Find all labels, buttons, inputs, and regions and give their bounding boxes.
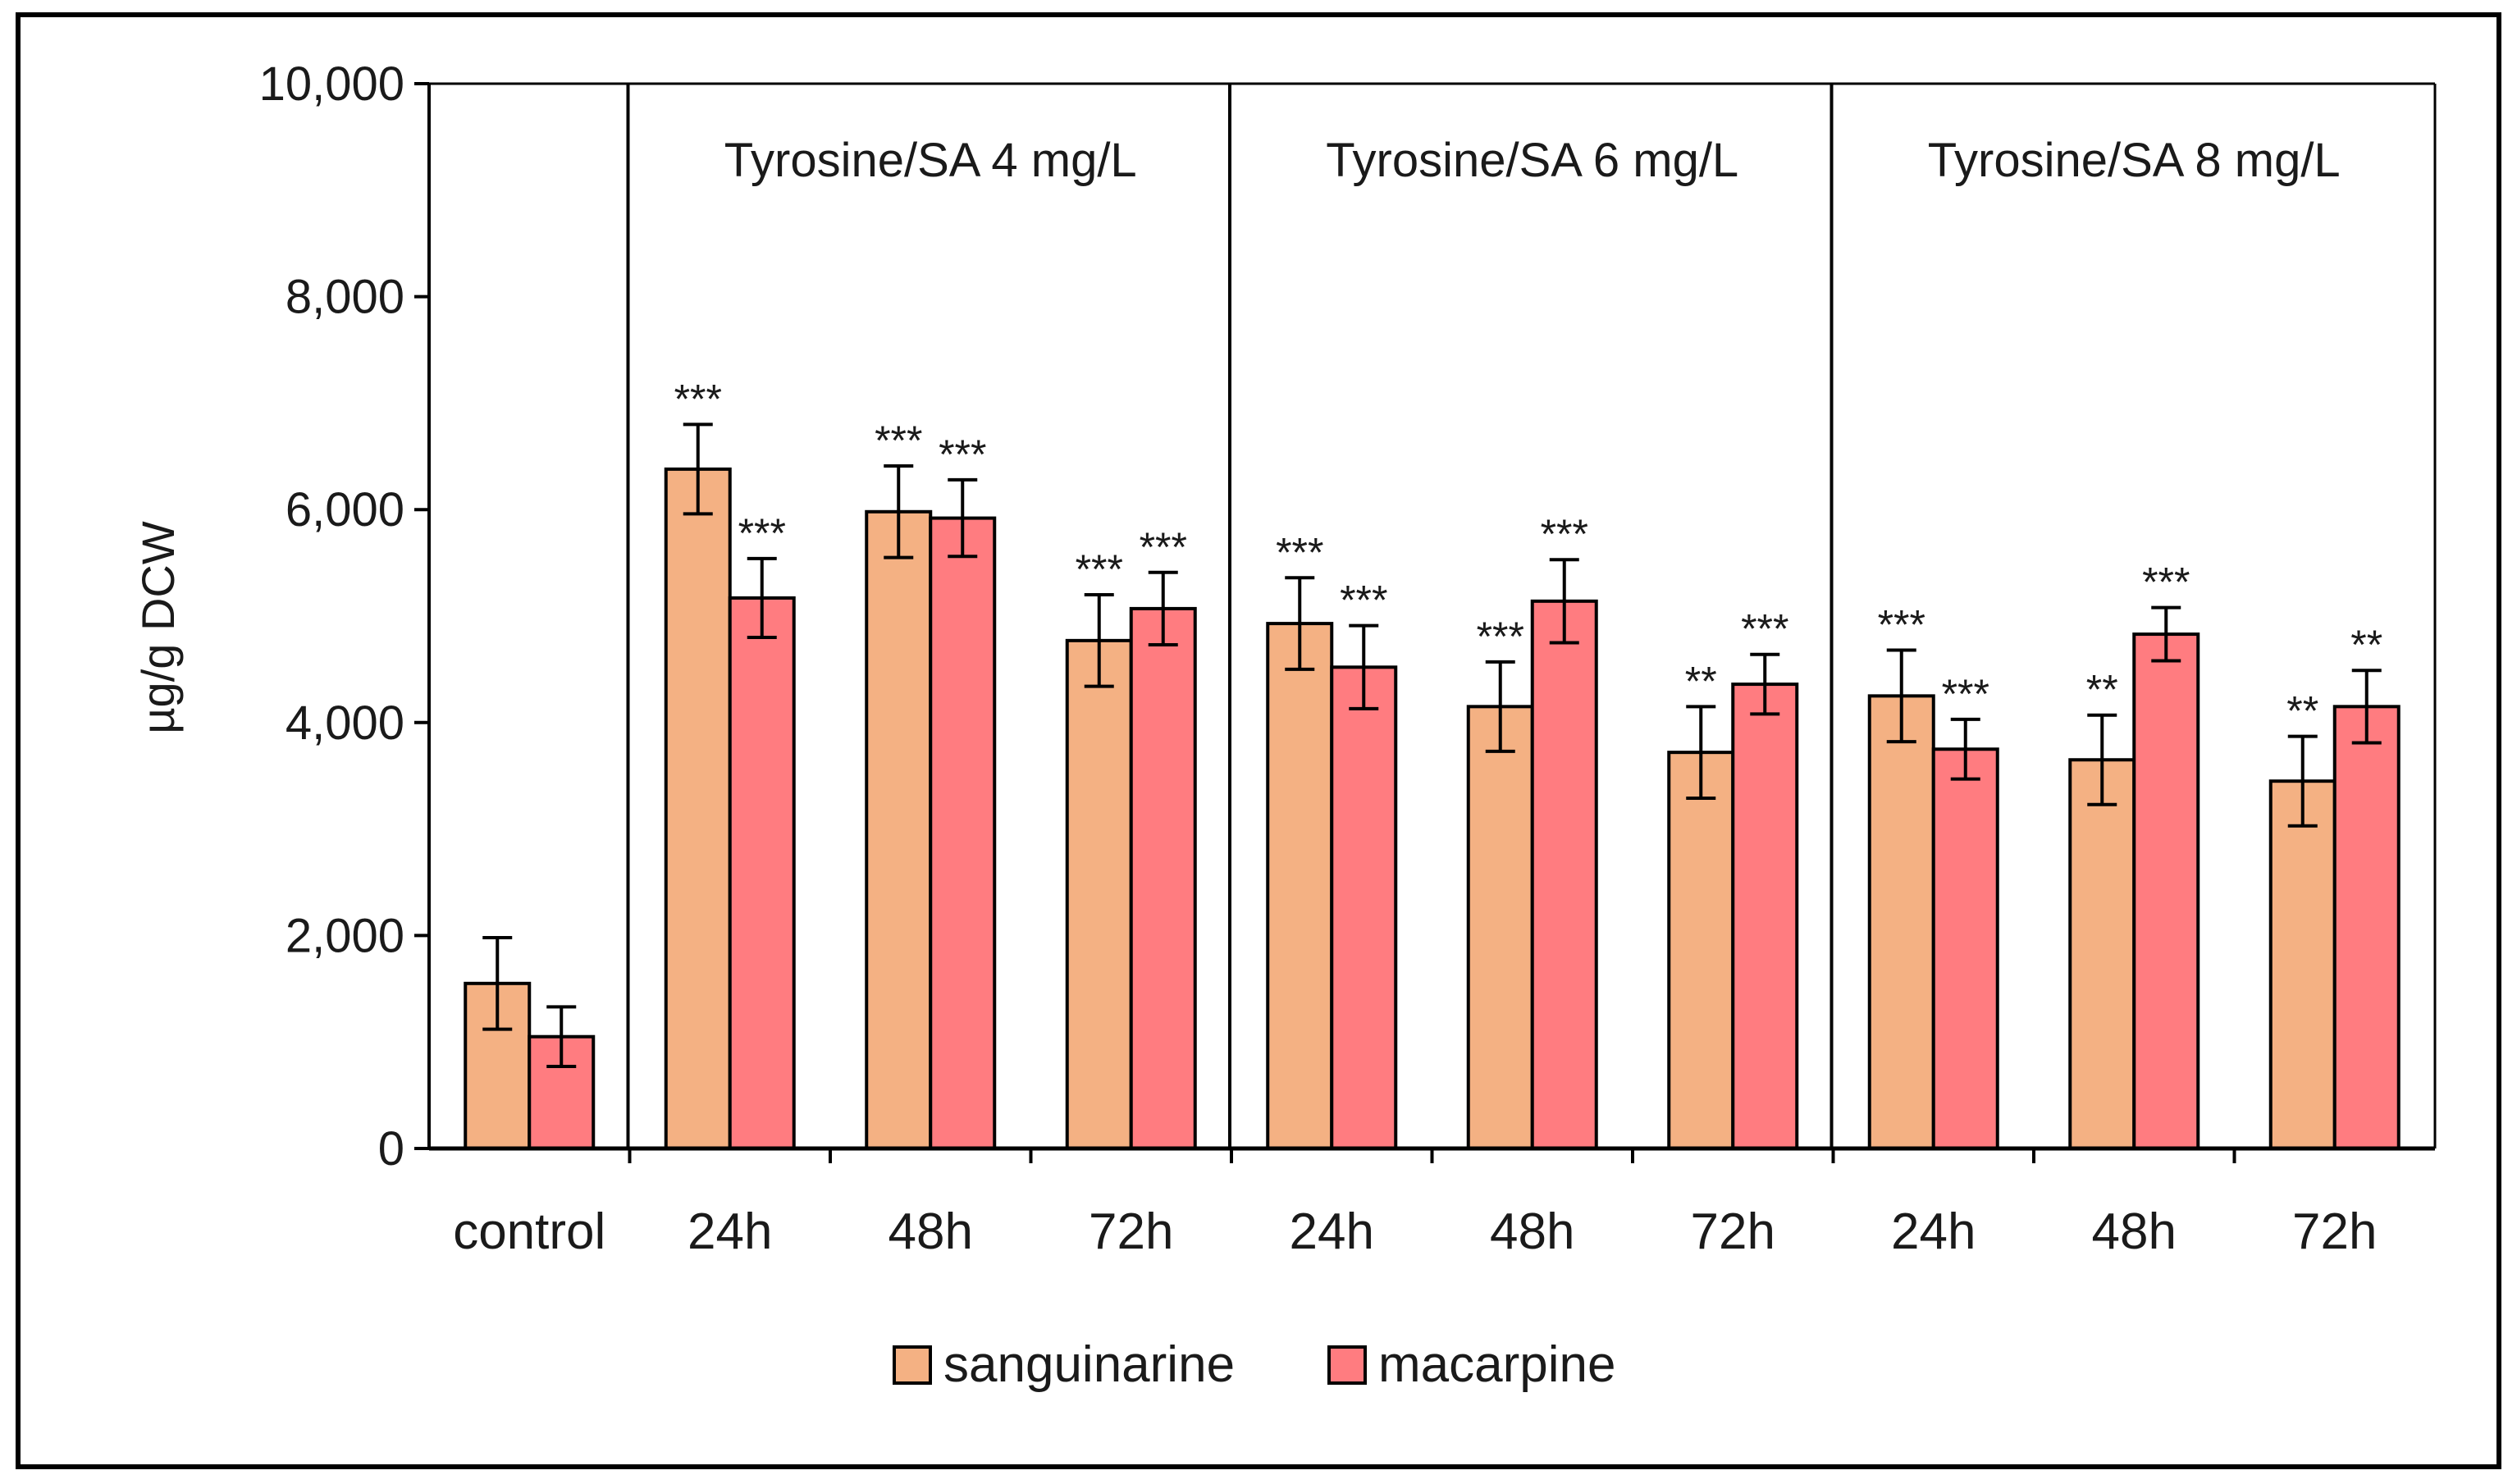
x-tick-label: 72h bbox=[2292, 1203, 2377, 1260]
x-tick-label: 24h bbox=[1290, 1203, 1374, 1260]
bar-macarpine bbox=[1129, 606, 1197, 1150]
legend: sanguinarine macarpine bbox=[893, 1336, 1615, 1393]
significance-label: *** bbox=[1878, 602, 1925, 648]
bar-sanguinarine bbox=[2068, 758, 2136, 1150]
significance-label: *** bbox=[1477, 614, 1524, 660]
significance-label: *** bbox=[738, 510, 786, 556]
bar-sanguinarine bbox=[2268, 779, 2337, 1150]
legend-label: sanguinarine bbox=[943, 1336, 1235, 1393]
group-title: Tyrosine/SA 6 mg/L bbox=[1326, 134, 1738, 187]
group-title: Tyrosine/SA 8 mg/L bbox=[1928, 134, 2341, 187]
bar-sanguinarine bbox=[1867, 694, 1935, 1150]
bar-macarpine bbox=[1731, 683, 1799, 1150]
bar-sanguinarine bbox=[1667, 751, 1735, 1150]
bar-macarpine bbox=[2132, 632, 2200, 1150]
chart-frame bbox=[16, 12, 2501, 1469]
bar-macarpine bbox=[1330, 665, 1398, 1150]
x-tick-label: 24h bbox=[1891, 1203, 1976, 1260]
significance-label: *** bbox=[1942, 671, 1989, 717]
bar-sanguinarine bbox=[1266, 622, 1334, 1150]
y-tick-label: 2,000 bbox=[286, 909, 404, 962]
group-title: Tyrosine/SA 4 mg/L bbox=[724, 134, 1137, 187]
significance-label: *** bbox=[1541, 511, 1588, 557]
legend-swatch-sanguinarine bbox=[893, 1345, 932, 1385]
bar-sanguinarine bbox=[1065, 638, 1133, 1150]
bar-macarpine bbox=[2332, 705, 2401, 1150]
bar-sanguinarine bbox=[1466, 705, 1534, 1150]
significance-label: *** bbox=[875, 418, 922, 463]
legend-swatch-macarpine bbox=[1327, 1345, 1367, 1385]
x-tick-label: 72h bbox=[1691, 1203, 1775, 1260]
y-tick-label: 0 bbox=[378, 1122, 404, 1176]
x-tick-label: 48h bbox=[1490, 1203, 1574, 1260]
x-tick-label: 72h bbox=[1089, 1203, 1173, 1260]
y-axis-title: µg/g DCW bbox=[132, 521, 184, 734]
x-tick-label: 48h bbox=[888, 1203, 973, 1260]
significance-label: ** bbox=[2350, 622, 2382, 668]
bar-macarpine bbox=[1931, 747, 1999, 1150]
significance-label: ** bbox=[1685, 658, 1717, 704]
significance-label: *** bbox=[674, 376, 722, 422]
y-tick-label: 8,000 bbox=[286, 271, 404, 324]
bar-macarpine bbox=[1530, 599, 1598, 1150]
bar-macarpine bbox=[728, 596, 796, 1150]
significance-label: ** bbox=[2286, 688, 2318, 734]
significance-label: ** bbox=[2086, 667, 2118, 713]
significance-label: *** bbox=[1276, 529, 1323, 575]
y-tick-label: 10,000 bbox=[259, 57, 404, 111]
significance-label: *** bbox=[2142, 559, 2190, 605]
significance-label: *** bbox=[1140, 524, 1187, 570]
significance-label: *** bbox=[1741, 606, 1788, 652]
significance-label: *** bbox=[1076, 546, 1123, 592]
significance-label: *** bbox=[939, 432, 986, 477]
significance-label: *** bbox=[1340, 578, 1387, 623]
x-tick-label: 24h bbox=[687, 1203, 772, 1260]
x-tick-label: control bbox=[453, 1203, 605, 1260]
x-tick-label: 48h bbox=[2092, 1203, 2177, 1260]
bar-sanguinarine bbox=[865, 509, 933, 1150]
legend-label: macarpine bbox=[1378, 1336, 1615, 1393]
bar-sanguinarine bbox=[664, 467, 732, 1150]
y-tick-label: 6,000 bbox=[286, 483, 404, 537]
bar-macarpine bbox=[929, 516, 997, 1150]
y-tick-label: 4,000 bbox=[286, 696, 404, 750]
